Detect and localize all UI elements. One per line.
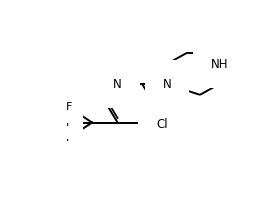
Text: N: N <box>113 78 122 91</box>
Text: N: N <box>163 78 171 91</box>
Text: F: F <box>66 102 72 112</box>
Text: Cl: Cl <box>156 118 168 131</box>
Text: F: F <box>66 133 72 143</box>
Text: NH: NH <box>211 58 228 71</box>
Text: F: F <box>66 118 72 128</box>
